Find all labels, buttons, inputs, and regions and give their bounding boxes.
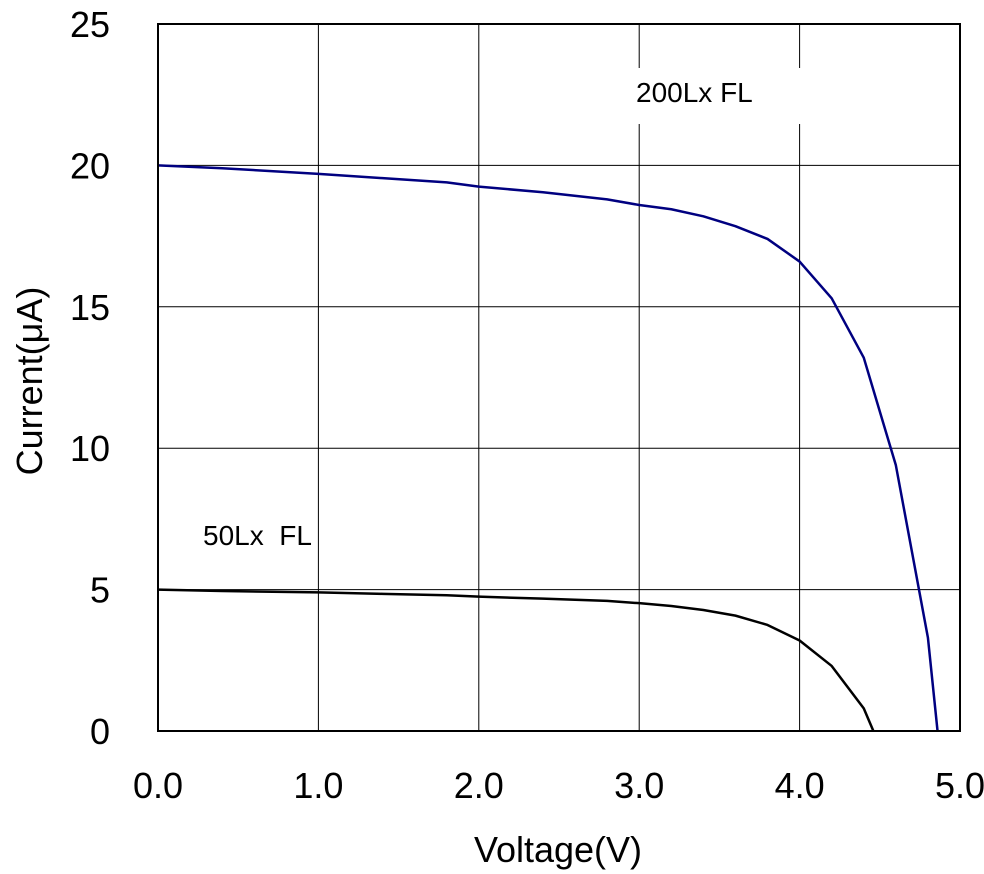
y-axis-title: Current(μA): [9, 287, 50, 476]
grid-lines: [158, 24, 960, 731]
x-tick-label: 5.0: [935, 765, 984, 806]
y-tick-label: 10: [70, 428, 110, 469]
x-axis-ticks: 0.0 1.0 2.0 3.0 4.0 5.0: [133, 765, 984, 806]
y-tick-label: 15: [70, 287, 110, 328]
series-line-0: [157, 164, 939, 732]
annotation-50lx-fl: 50Lx FL: [203, 520, 312, 551]
x-tick-label: 3.0: [614, 765, 664, 806]
y-tick-label: 5: [90, 570, 110, 611]
x-tick-label: 0.0: [133, 765, 183, 806]
y-tick-label: 0: [90, 711, 110, 752]
x-tick-label: 1.0: [293, 765, 343, 806]
x-tick-label: 2.0: [454, 765, 504, 806]
y-tick-label: 25: [70, 4, 110, 45]
x-tick-label: 4.0: [775, 765, 825, 806]
series-group: [157, 164, 939, 732]
x-axis-title: Voltage(V): [474, 829, 642, 870]
plot-area-frame: [157, 23, 961, 732]
annotation-background: [631, 68, 801, 124]
annotation-label: 200Lx FL: [636, 77, 753, 108]
annotation-200lx-fl: 200Lx FL: [631, 68, 801, 124]
y-axis-ticks: 0 5 10 15 20 25: [70, 4, 110, 752]
y-tick-label: 20: [70, 145, 110, 186]
annotation-label: 50Lx FL: [203, 520, 312, 551]
series-line-1: [157, 588, 875, 732]
